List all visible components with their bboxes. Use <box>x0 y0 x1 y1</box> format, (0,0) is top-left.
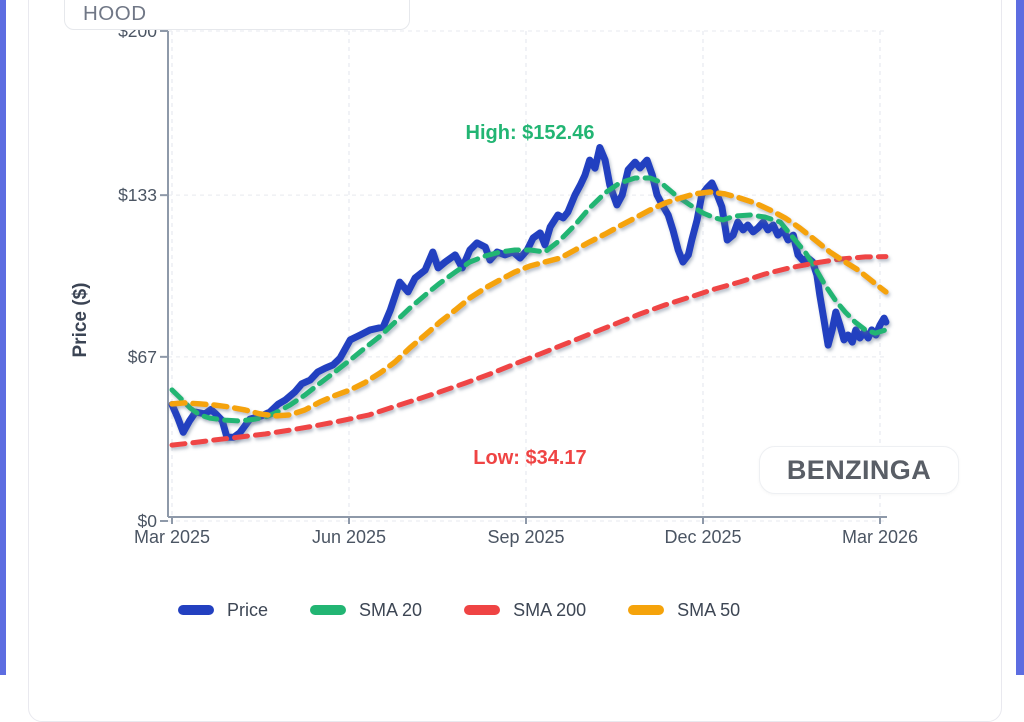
benzinga-watermark: BENZINGA <box>759 446 959 494</box>
chart-legend: Price SMA 20 SMA 200 SMA 50 <box>178 597 740 623</box>
legend-item-price: Price <box>178 600 268 621</box>
page-edge-left <box>0 0 6 675</box>
sma-50-line <box>169 189 889 419</box>
symbol-select-value: HOOD <box>83 2 147 25</box>
gridlines <box>168 30 887 522</box>
sma-200-label: SMA 200 <box>513 599 587 620</box>
x-tick-label: Jun 2025 <box>312 527 386 547</box>
low-label: Low: $34.17 <box>473 447 586 469</box>
x-tick-label: Mar 2025 <box>134 527 210 547</box>
sma-50-swatch <box>628 605 665 615</box>
sma-200-line <box>169 254 889 448</box>
price-swatch <box>178 605 214 615</box>
y-tick-label: $133 <box>118 185 157 205</box>
symbol-select[interactable]: HOOD <box>64 0 410 30</box>
chart-card <box>28 0 1002 722</box>
price-line <box>168 144 890 441</box>
x-tick-label: Dec 2025 <box>664 527 741 547</box>
sma-20-swatch <box>310 605 347 615</box>
y-tick-label: $67 <box>128 347 157 367</box>
x-tick-label: Sep 2025 <box>487 527 564 547</box>
benzinga-watermark-label: BENZINGA <box>786 454 932 485</box>
sma-200-swatch <box>464 605 501 615</box>
legend-item-sma-20: SMA 20 <box>310 600 422 621</box>
sma-20-line <box>169 175 889 424</box>
x-tick-label: Mar 2026 <box>842 527 918 547</box>
sma-50-label: SMA 50 <box>677 599 741 620</box>
high-label: High: $152.46 <box>466 122 595 144</box>
y-axis-title: Price ($) <box>70 283 91 358</box>
legend-item-sma-200: SMA 200 <box>464 600 586 621</box>
price-label: Price <box>227 599 269 620</box>
sma-20-label: SMA 20 <box>359 599 423 620</box>
legend-item-sma-50: SMA 50 <box>628 600 740 621</box>
y-tick-label: $0 <box>138 511 158 531</box>
page-edge-right <box>1016 0 1024 675</box>
